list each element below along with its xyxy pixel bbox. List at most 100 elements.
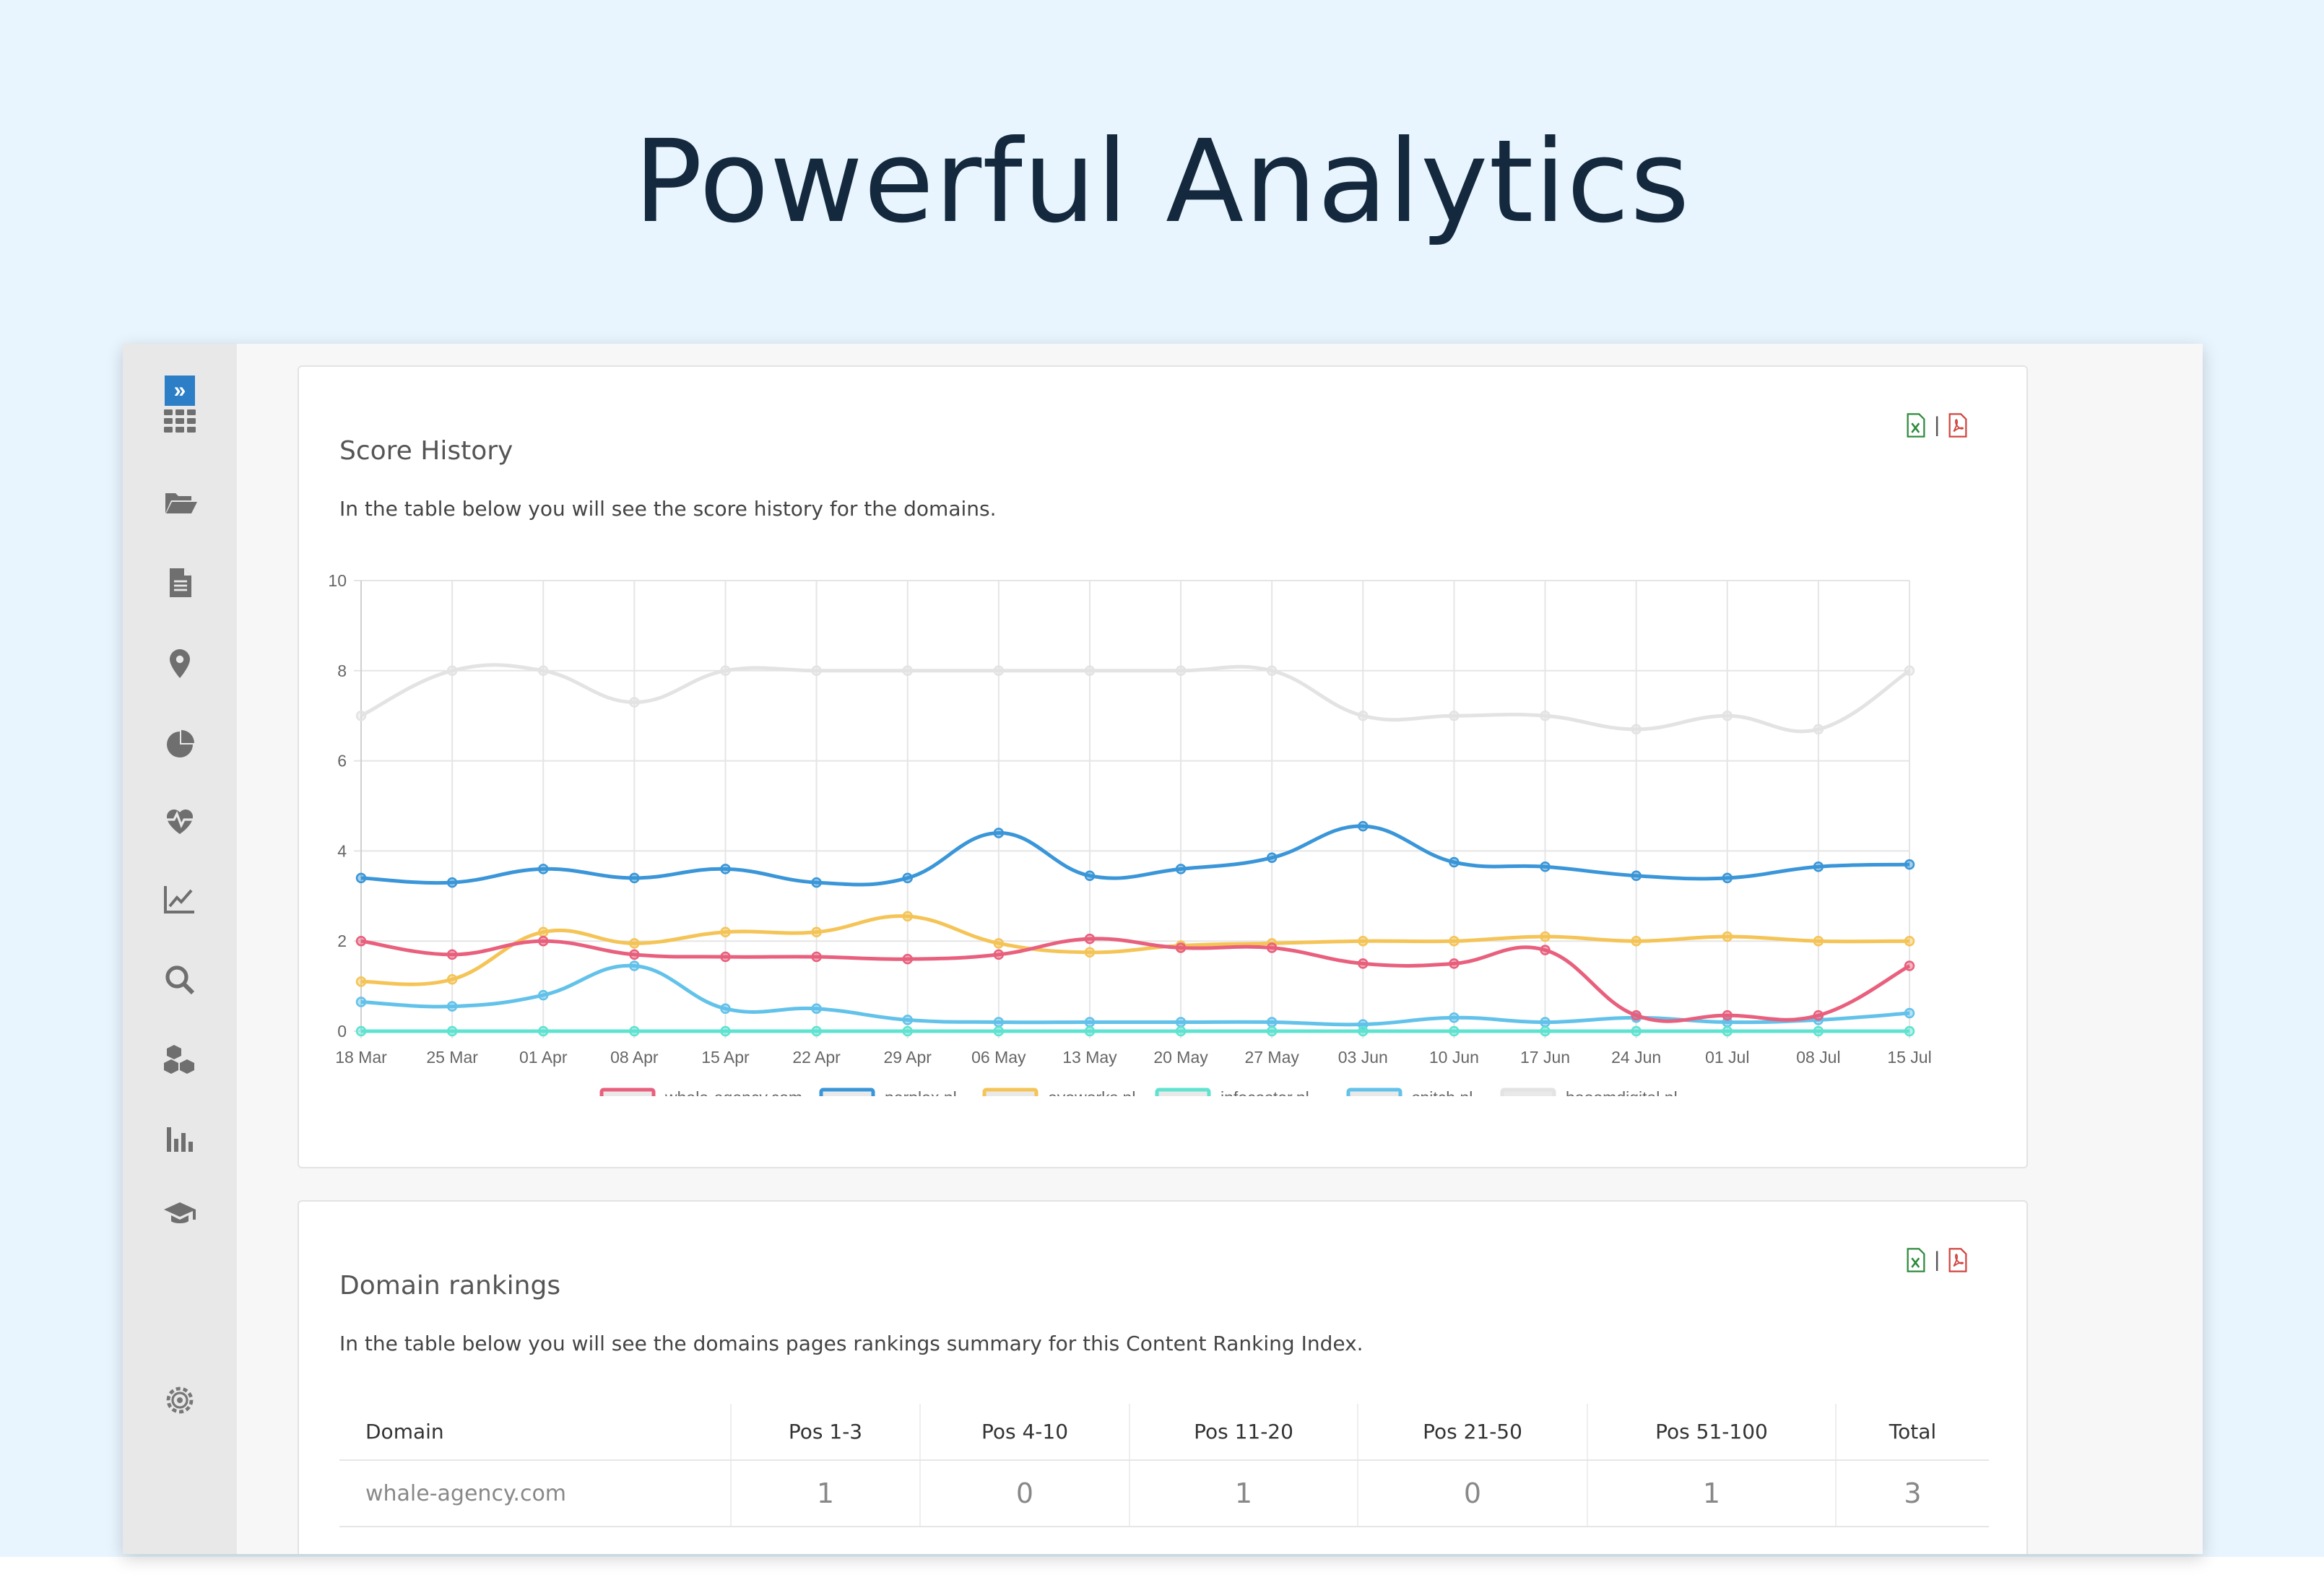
data-point[interactable] — [902, 1015, 913, 1025]
data-point[interactable] — [902, 1025, 913, 1037]
data-point[interactable] — [1540, 931, 1551, 942]
data-point[interactable] — [1813, 724, 1824, 735]
data-point[interactable] — [446, 949, 458, 960]
data-point[interactable] — [537, 665, 549, 677]
data-point[interactable] — [1175, 942, 1187, 953]
data-point[interactable] — [811, 1025, 822, 1037]
data-point[interactable] — [1540, 1025, 1551, 1037]
data-point[interactable] — [446, 1001, 458, 1012]
document-icon[interactable] — [162, 565, 198, 601]
data-point[interactable] — [1631, 724, 1642, 735]
data-point[interactable] — [1631, 1025, 1642, 1037]
heartbeat-icon[interactable] — [162, 803, 198, 839]
data-point[interactable] — [1904, 935, 1915, 947]
data-point[interactable] — [1540, 945, 1551, 955]
data-point[interactable] — [1813, 935, 1824, 947]
data-point[interactable] — [1266, 1025, 1278, 1037]
pdf-export-icon[interactable] — [1947, 413, 1969, 438]
data-point[interactable] — [993, 1017, 1005, 1028]
data-point[interactable] — [446, 665, 458, 677]
data-point[interactable] — [993, 938, 1005, 949]
column-header-pos-51-100[interactable]: Pos 51-100 — [1587, 1404, 1837, 1461]
cell-domain[interactable]: whale-agency.com — [339, 1460, 732, 1527]
data-point[interactable] — [1358, 820, 1369, 832]
legend-item-spitch-nl[interactable]: spitch.nl — [1346, 1088, 1473, 1096]
data-point[interactable] — [1904, 960, 1915, 971]
data-point[interactable] — [1631, 1010, 1642, 1021]
data-point[interactable] — [1540, 1017, 1551, 1028]
data-point[interactable] — [1175, 864, 1187, 874]
column-header-pos-11-20[interactable]: Pos 11-20 — [1130, 1404, 1358, 1461]
data-point[interactable] — [629, 872, 640, 884]
data-point[interactable] — [720, 665, 731, 677]
data-point[interactable] — [720, 951, 731, 963]
data-point[interactable] — [1722, 1025, 1733, 1037]
data-point[interactable] — [1631, 935, 1642, 947]
data-point[interactable] — [1084, 1017, 1096, 1028]
data-point[interactable] — [902, 665, 913, 677]
data-point[interactable] — [537, 1025, 549, 1037]
data-point[interactable] — [537, 989, 549, 1001]
data-point[interactable] — [1449, 935, 1460, 947]
expand-icon[interactable]: » — [165, 376, 195, 406]
data-point[interactable] — [1813, 1010, 1824, 1021]
data-point[interactable] — [355, 872, 367, 884]
data-point[interactable] — [355, 710, 367, 721]
data-point[interactable] — [1722, 872, 1733, 884]
data-point[interactable] — [1266, 665, 1278, 677]
data-point[interactable] — [1540, 710, 1551, 721]
data-point[interactable] — [355, 997, 367, 1007]
data-point[interactable] — [629, 938, 640, 949]
location-pin-icon[interactable] — [162, 646, 198, 682]
data-point[interactable] — [902, 872, 913, 884]
data-point[interactable] — [1449, 710, 1460, 721]
data-point[interactable] — [993, 665, 1005, 677]
excel-export-icon[interactable] — [1905, 413, 1927, 438]
pie-chart-icon[interactable] — [162, 726, 198, 763]
data-point[interactable] — [629, 960, 640, 971]
legend-item-booomdigital-nl[interactable]: booomdigital.nl — [1500, 1088, 1678, 1096]
data-point[interactable] — [1449, 1025, 1460, 1037]
data-point[interactable] — [811, 665, 822, 677]
data-point[interactable] — [811, 926, 822, 937]
data-point[interactable] — [811, 877, 822, 888]
graduation-cap-icon[interactable] — [162, 1196, 198, 1232]
data-point[interactable] — [1358, 1025, 1369, 1037]
data-point[interactable] — [446, 973, 458, 985]
data-point[interactable] — [629, 697, 640, 708]
data-point[interactable] — [811, 951, 822, 963]
data-point[interactable] — [537, 926, 549, 937]
line-trend-icon[interactable] — [162, 881, 198, 917]
data-point[interactable] — [993, 828, 1005, 838]
search-icon[interactable] — [162, 962, 198, 998]
data-point[interactable] — [446, 877, 458, 888]
data-point[interactable] — [1722, 931, 1733, 942]
column-header-pos-1-3[interactable]: Pos 1-3 — [731, 1404, 921, 1461]
data-point[interactable] — [993, 1025, 1005, 1037]
dashboard-grid-icon[interactable] — [162, 403, 198, 439]
data-point[interactable] — [1813, 1025, 1824, 1037]
legend-item-infocaster-nl[interactable]: infocaster.nl — [1155, 1088, 1309, 1096]
legend-item-perplex-nl[interactable]: perplex.nl — [819, 1088, 957, 1096]
data-point[interactable] — [720, 926, 731, 937]
data-point[interactable] — [1175, 665, 1187, 677]
data-point[interactable] — [1540, 861, 1551, 872]
settings-gear-icon[interactable] — [162, 1382, 198, 1418]
data-point[interactable] — [1266, 1017, 1278, 1028]
data-point[interactable] — [1084, 870, 1096, 881]
excel-export-icon[interactable] — [1905, 1248, 1927, 1272]
data-point[interactable] — [1084, 665, 1096, 677]
data-point[interactable] — [1084, 947, 1096, 958]
data-point[interactable] — [1904, 859, 1915, 870]
column-header-domain[interactable]: Domain — [339, 1404, 732, 1461]
data-point[interactable] — [1358, 958, 1369, 969]
data-point[interactable] — [1449, 1012, 1460, 1023]
data-point[interactable] — [1904, 1007, 1915, 1019]
data-point[interactable] — [1722, 1010, 1733, 1021]
legend-item-evoworks-nl[interactable]: evoworks.nl — [982, 1088, 1135, 1096]
data-point[interactable] — [720, 1003, 731, 1015]
data-point[interactable] — [1904, 665, 1915, 677]
data-point[interactable] — [1266, 852, 1278, 864]
data-point[interactable] — [1358, 935, 1369, 947]
data-point[interactable] — [1449, 958, 1460, 969]
